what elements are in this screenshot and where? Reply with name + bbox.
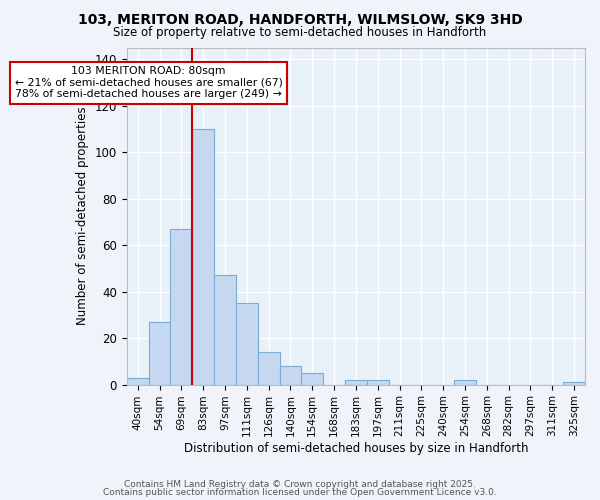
Text: Size of property relative to semi-detached houses in Handforth: Size of property relative to semi-detach… — [113, 26, 487, 39]
Bar — [345, 380, 367, 384]
Text: 103, MERITON ROAD, HANDFORTH, WILMSLOW, SK9 3HD: 103, MERITON ROAD, HANDFORTH, WILMSLOW, … — [77, 12, 523, 26]
Bar — [192, 129, 214, 384]
Bar — [563, 382, 585, 384]
Bar — [280, 366, 301, 384]
Text: Contains HM Land Registry data © Crown copyright and database right 2025.: Contains HM Land Registry data © Crown c… — [124, 480, 476, 489]
Bar — [214, 276, 236, 384]
Text: Contains public sector information licensed under the Open Government Licence v3: Contains public sector information licen… — [103, 488, 497, 497]
Bar — [149, 322, 170, 384]
Text: 103 MERITON ROAD: 80sqm
← 21% of semi-detached houses are smaller (67)
78% of se: 103 MERITON ROAD: 80sqm ← 21% of semi-de… — [14, 66, 283, 100]
Bar — [301, 373, 323, 384]
X-axis label: Distribution of semi-detached houses by size in Handforth: Distribution of semi-detached houses by … — [184, 442, 528, 455]
Bar — [367, 380, 389, 384]
Bar — [127, 378, 149, 384]
Bar — [236, 303, 258, 384]
Bar — [170, 229, 192, 384]
Bar — [258, 352, 280, 384]
Bar — [454, 380, 476, 384]
Y-axis label: Number of semi-detached properties: Number of semi-detached properties — [76, 106, 89, 326]
